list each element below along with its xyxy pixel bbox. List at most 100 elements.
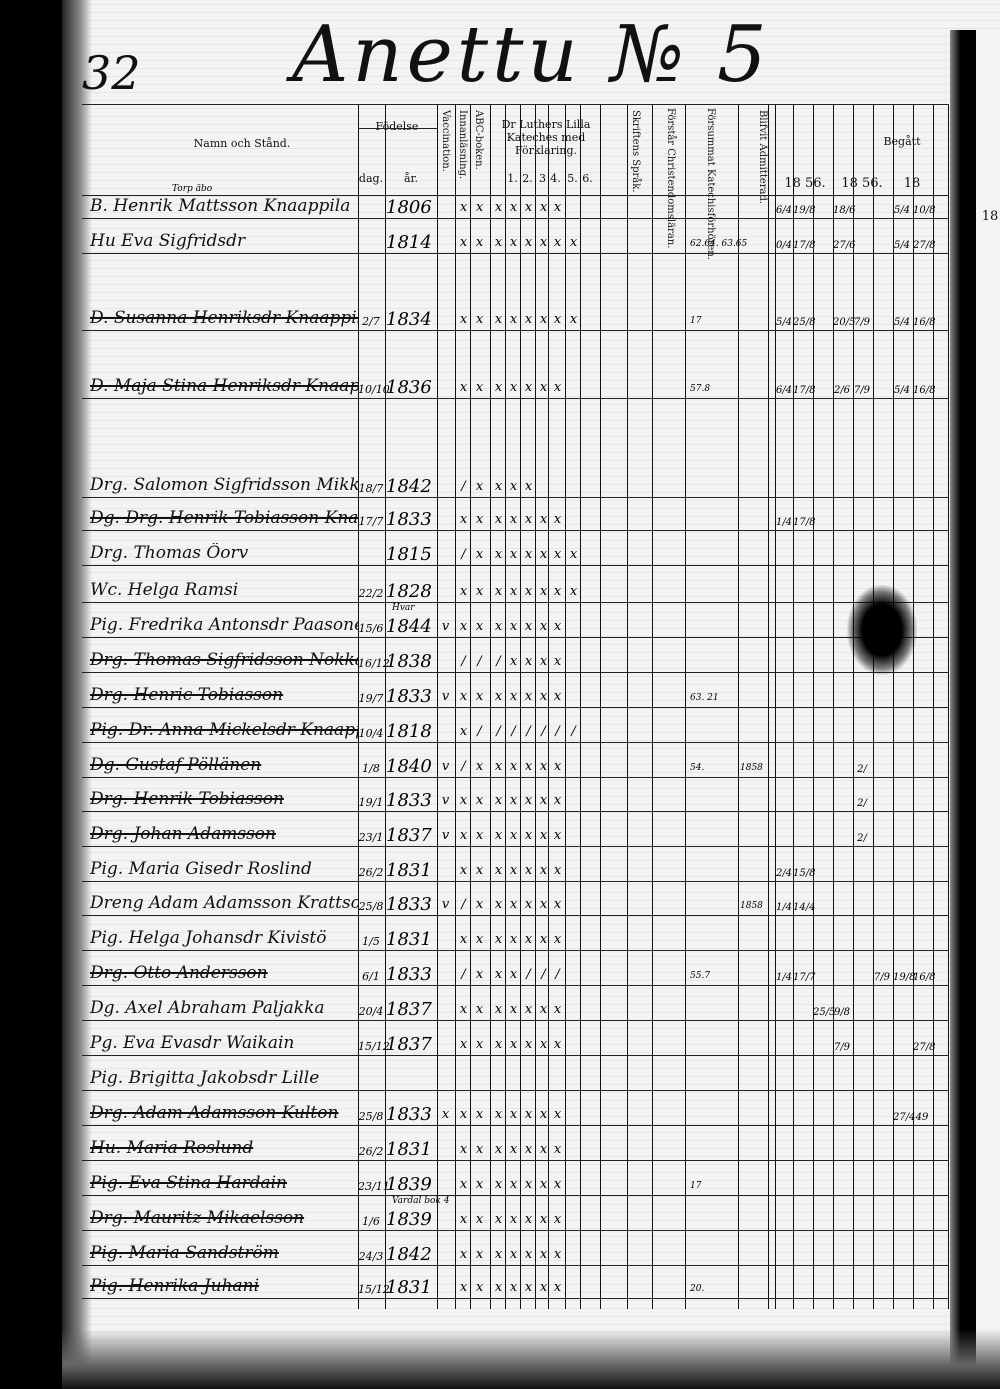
column-rule <box>685 104 686 1309</box>
check-mark: x <box>459 1177 468 1192</box>
check-mark: x <box>524 619 533 634</box>
communion-year-2: 18 56. <box>841 176 883 191</box>
register-row: Drg. Henrik Tobiasson 19/1 1833 v x x x x x x x 2/ <box>62 781 1000 812</box>
check-mark: x <box>459 1142 468 1157</box>
check-mark: x <box>494 967 503 982</box>
check-mark: x <box>569 547 578 562</box>
birth-day: 10/10 <box>358 383 390 396</box>
person-name: Drg. Otto Andersson <box>90 963 268 983</box>
check-mark: x <box>494 897 503 912</box>
header-communion: Begått <box>883 135 921 148</box>
check-mark: x <box>539 1280 548 1295</box>
column-rule <box>768 104 769 1309</box>
row-rule <box>82 777 948 778</box>
row-rule <box>82 1298 948 1299</box>
row-rule <box>82 742 948 743</box>
birth-year: 1833 <box>386 1104 432 1125</box>
birth-day: 25/8 <box>358 900 384 913</box>
communion-date: 16/8 <box>913 385 936 396</box>
birth-year: 1814 <box>386 232 432 253</box>
person-name: Pg. Eva Evasdr Waikain <box>90 1033 295 1053</box>
column-rule <box>600 104 601 1309</box>
row-rule <box>82 846 948 847</box>
check-mark: x <box>539 547 548 562</box>
check-mark: x <box>509 863 518 878</box>
birth-year: 1806 <box>386 197 432 218</box>
row-rule <box>82 218 948 219</box>
person-name: Drg. Thomas Sigfridsson Nokka <box>90 650 358 670</box>
check-mark: x <box>459 689 468 704</box>
row-rule <box>82 398 948 399</box>
header-understands: Förstår Christendomsläran. <box>665 108 676 249</box>
check-mark: x <box>524 828 533 843</box>
row-rule <box>82 811 948 812</box>
check-mark: x <box>494 1212 503 1227</box>
communion-date: 17/8 <box>793 240 816 251</box>
check-mark: x <box>475 1142 484 1157</box>
communion-date: 5/4 <box>775 317 793 328</box>
check-mark: x <box>494 1177 503 1192</box>
check-mark: x <box>494 512 503 527</box>
person-name: D. Maja Stina Henriksdr Knaappila <box>90 376 358 396</box>
check-mark: x <box>569 584 578 599</box>
check-mark: v <box>441 828 450 843</box>
check-mark: x <box>475 312 484 327</box>
check-mark: x <box>553 200 562 215</box>
check-mark: x <box>553 312 562 327</box>
communion-date: 10/8 <box>913 205 936 216</box>
check-mark: x <box>524 312 533 327</box>
register-row: Pig. Maria Sandström 24/3 1842 x x x x x x x <box>62 1235 1000 1266</box>
person-name: Pig. Brigitta Jakobsdr Lille <box>90 1068 320 1088</box>
person-name: Pig. Maria Gisedr Roslind <box>90 859 312 879</box>
header-birth: Födelse <box>375 120 419 133</box>
check-mark: x <box>539 863 548 878</box>
register-row: Pig. Helga Johansdr Kivistö 1/5 1831 x x x x x x… <box>62 920 1000 951</box>
check-mark: x <box>494 200 503 215</box>
check-mark: x <box>475 967 484 982</box>
communion-date: 7/9 <box>853 317 871 328</box>
check-mark: x <box>553 1142 562 1157</box>
admitted-year: 1858 <box>740 763 763 773</box>
check-mark: x <box>494 1002 503 1017</box>
person-name: Drg. Henrik Tobiasson <box>90 789 284 809</box>
birth-year: 1831 <box>386 860 432 881</box>
person-name: Drg. Johan Adamsson <box>90 824 276 844</box>
birth-year: 1838 <box>386 651 432 672</box>
person-name: D. Susanna Henriksdr Knaappila <box>90 308 358 328</box>
check-mark: v <box>441 759 450 774</box>
check-mark: x <box>524 932 533 947</box>
header-catechism: Dr Luthers Lilla Kateches med Förklaring… <box>501 118 591 157</box>
ink-stain <box>847 585 917 675</box>
birth-day: 19/1 <box>358 796 384 809</box>
communion-date: 2/4 <box>775 868 793 879</box>
check-mark: / <box>461 897 466 912</box>
missed-note: 17 <box>690 316 702 326</box>
communion-date: 27/8 <box>913 1042 936 1053</box>
check-mark: x <box>509 200 518 215</box>
row-rule <box>82 637 948 638</box>
check-mark: x <box>553 512 562 527</box>
communion-date: 9/8 <box>833 1007 851 1018</box>
birth-year: 1840 <box>386 756 432 777</box>
check-mark: x <box>509 584 518 599</box>
check-mark: x <box>553 863 562 878</box>
column-rule <box>565 104 566 1309</box>
check-mark: x <box>509 1177 518 1192</box>
communion-date: 6/4 <box>775 205 793 216</box>
birth-year: 1833 <box>386 790 432 811</box>
birth-day: 20/4 <box>358 1005 384 1018</box>
communion-date: 7/9 <box>853 385 871 396</box>
check-mark: x <box>459 1107 468 1122</box>
check-mark: / <box>496 654 501 669</box>
check-mark: x <box>553 654 562 669</box>
register-row: Pig. Henrika Juhani 15/12 1831 x x x x x x x 20. <box>62 1268 1000 1299</box>
row-rule <box>82 1055 948 1056</box>
next-page-edge: 18 <box>976 30 1000 1389</box>
communion-date: 14/4 <box>793 902 816 913</box>
check-mark: x <box>524 547 533 562</box>
check-mark: / <box>555 724 560 739</box>
check-mark: / <box>511 724 516 739</box>
communion-date: 20/5 <box>833 317 856 328</box>
communion-date: 16/8 <box>913 972 936 983</box>
row-rule <box>82 950 948 951</box>
